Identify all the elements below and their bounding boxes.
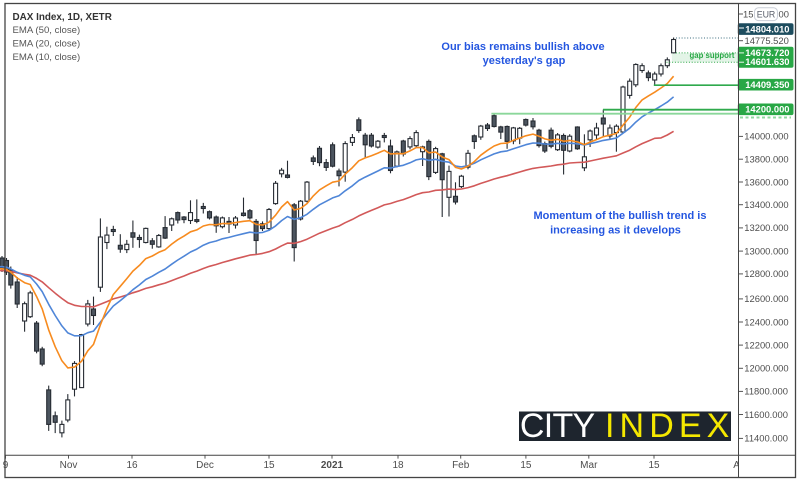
svg-text:Nov: Nov [60,460,78,471]
svg-text:15: 15 [520,460,532,471]
svg-text:12000.000: 12000.000 [744,363,788,374]
svg-text:15: 15 [648,460,660,471]
svg-text:14200.000: 14200.000 [745,104,789,115]
svg-text:12800.000: 12800.000 [744,268,788,279]
svg-text:15: 15 [743,8,753,19]
svg-text:13000.000: 13000.000 [744,245,788,256]
svg-text:Our bias remains bullish above: Our bias remains bullish above [441,41,604,53]
svg-text:13200.000: 13200.000 [744,222,788,233]
svg-text:Apr: Apr [733,460,749,471]
svg-text:Feb: Feb [452,460,470,471]
svg-text:14673.720: 14673.720 [745,47,789,58]
svg-text:9: 9 [3,460,9,471]
svg-text:16: 16 [126,460,138,471]
svg-text:13800.000: 13800.000 [744,154,788,165]
svg-text:14775.520: 14775.520 [745,35,789,46]
svg-text:EUR: EUR [757,9,776,19]
svg-text:increasing as it develops: increasing as it develops [550,225,681,237]
svg-text:12600.000: 12600.000 [744,293,788,304]
svg-text:14601.630: 14601.630 [745,56,789,67]
svg-text:Momentum of the bullish trend: Momentum of the bullish trend is [534,210,707,222]
svg-text:EMA (20, close): EMA (20, close) [13,39,81,50]
svg-text:EMA (50, close): EMA (50, close) [13,25,81,36]
svg-text:13600.000: 13600.000 [744,176,788,187]
svg-text:00: 00 [779,8,789,19]
svg-text:11800.000: 11800.000 [744,386,788,397]
svg-text:11600.000: 11600.000 [744,409,788,420]
svg-text:CITY: CITY [520,407,595,445]
svg-text:14409.350: 14409.350 [745,79,789,90]
svg-text:Mar: Mar [580,460,598,471]
svg-text:18: 18 [392,460,404,471]
svg-text:yesterday's gap: yesterday's gap [483,55,566,67]
svg-text:12400.000: 12400.000 [744,316,788,327]
svg-text:Dec: Dec [196,460,214,471]
svg-text:EMA (10, close): EMA (10, close) [13,52,81,63]
svg-text:INDEX: INDEX [605,407,734,445]
svg-text:gap support: gap support [689,51,734,60]
svg-text:12200.000: 12200.000 [744,339,788,350]
svg-text:14804.010: 14804.010 [745,23,789,34]
svg-text:15: 15 [263,460,275,471]
svg-text:13400.000: 13400.000 [744,199,788,210]
svg-text:14000.000: 14000.000 [744,131,788,142]
svg-text:2021: 2021 [321,460,344,471]
svg-text:DAX Index, 1D, XETR: DAX Index, 1D, XETR [13,12,112,23]
svg-text:11400.000: 11400.000 [744,433,788,444]
